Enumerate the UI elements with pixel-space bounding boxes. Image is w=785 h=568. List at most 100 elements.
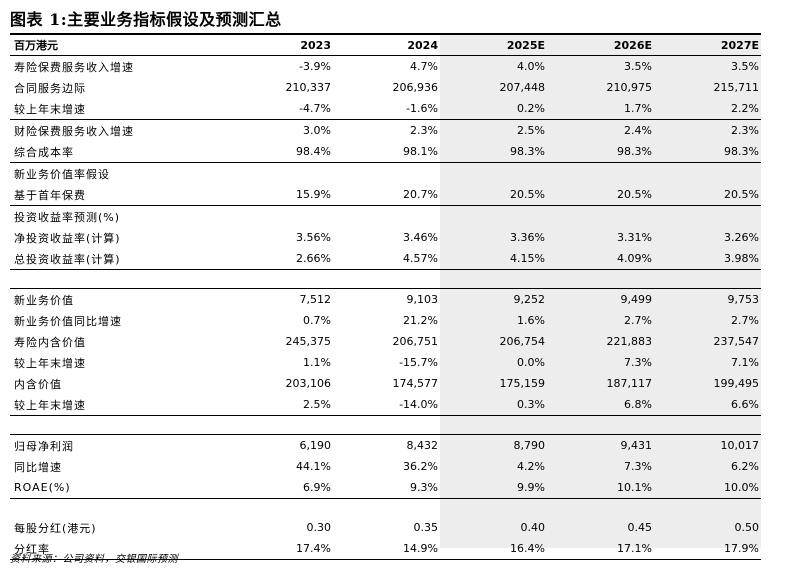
- row-label: 基于首年保费: [14, 188, 86, 202]
- table-cell: 8,790: [440, 434, 547, 456]
- table-cell: 174,577: [392, 377, 439, 390]
- table-cell: 2.5%: [303, 398, 331, 411]
- table-cell: 6.8%: [624, 398, 652, 411]
- table-cell: 3.5%: [624, 60, 652, 73]
- table-cell: 206,936: [392, 81, 439, 94]
- table-cell: [440, 498, 547, 517]
- table-row: 合同服务边际 210,337 206,936 207,448 210,975 215,71…: [10, 77, 761, 98]
- table-cell: 9.9%: [517, 481, 545, 494]
- table-cell: 20.5%: [617, 188, 652, 201]
- table-cell: [547, 162, 654, 184]
- table-cell: 20.7%: [403, 188, 438, 201]
- table-cell: -3.9%: [299, 60, 331, 73]
- table-row: 每股分红(港元) 0.30 0.35 0.40 0.45 0.50: [10, 517, 761, 538]
- table-row: 投资收益率预测(%): [10, 205, 761, 227]
- row-label: 较上年末增速: [14, 356, 86, 370]
- table-cell: 98.4%: [296, 145, 331, 158]
- table-cell: 210,337: [285, 81, 332, 94]
- table-cell: 9,252: [440, 288, 547, 310]
- table-cell: 1.1%: [303, 356, 331, 369]
- row-label: 较上年末增速: [14, 102, 86, 116]
- table-cell: 9,103: [333, 288, 440, 310]
- table-cell: 98.3%: [510, 145, 545, 158]
- row-label: 每股分红(港元): [14, 521, 97, 535]
- table-cell: [333, 415, 440, 435]
- table-row: 较上年末增速 -4.7% -1.6% 0.2% 1.7% 2.2%: [10, 98, 761, 120]
- table-cell: 0.45: [627, 521, 653, 534]
- table-row: 净投资收益率(计算) 3.56% 3.46% 3.36% 3.31% 3.26%: [10, 227, 761, 248]
- table-row: [10, 269, 761, 289]
- table-cell: 1.6%: [517, 314, 545, 327]
- table-cell: 14.9%: [333, 538, 440, 560]
- year-header-2026e: 2026E: [547, 33, 654, 56]
- table-cell: 10,017: [654, 434, 761, 456]
- table-cell: 6,190: [226, 434, 333, 456]
- table-cell: 1.7%: [624, 102, 652, 115]
- metrics-table: 百万港元 2023 2024 2025E 2026E 2027E 寿险保费服务收…: [10, 33, 761, 560]
- table-body: 寿险保费服务收入增速 -3.9% 4.7% 4.0% 3.5% 3.5% 合同服务边际 210…: [10, 56, 761, 560]
- table-cell: 3.26%: [724, 231, 759, 244]
- unit-header: 百万港元: [10, 33, 226, 56]
- table-cell: 7,512: [226, 288, 333, 310]
- table-cell: 0.30: [306, 521, 332, 534]
- table-cell: 2.4%: [547, 119, 654, 141]
- year-header-2027e: 2027E: [654, 33, 761, 56]
- row-label: 合同服务边际: [14, 81, 86, 95]
- row-label: 财险保费服务收入增速: [10, 119, 226, 141]
- table-cell: [333, 162, 440, 184]
- table-cell: 0.50: [734, 521, 760, 534]
- table-row: 寿险内含价值 245,375 206,751 206,754 221,883 237,54…: [10, 331, 761, 352]
- table-cell: 9,753: [654, 288, 761, 310]
- row-label: 内含价值: [14, 377, 62, 391]
- row-label: 新业务价值同比增速: [14, 314, 122, 328]
- table-cell: 206,751: [392, 335, 439, 348]
- table-cell: 207,448: [499, 81, 546, 94]
- table-cell: [226, 162, 333, 184]
- table-cell: [547, 205, 654, 227]
- table-row: [10, 415, 761, 435]
- table-cell: 4.09%: [617, 252, 652, 265]
- table-cell: 3.5%: [731, 60, 759, 73]
- year-header-2025e: 2025E: [440, 33, 547, 56]
- table-cell: 10.0%: [724, 481, 759, 494]
- table-cell: 237,547: [713, 335, 760, 348]
- table-cell: -1.6%: [406, 102, 438, 115]
- table-cell: 20.5%: [724, 188, 759, 201]
- table-cell: 199,495: [713, 377, 760, 390]
- table-row: 综合成本率 98.4% 98.1% 98.3% 98.3% 98.3%: [10, 141, 761, 163]
- table-cell: 98.3%: [724, 145, 759, 158]
- table-cell: 2.66%: [296, 252, 331, 265]
- table-cell: 98.3%: [617, 145, 652, 158]
- table-cell: 175,159: [499, 377, 546, 390]
- table-cell: 7.1%: [731, 356, 759, 369]
- table-cell: 3.31%: [617, 231, 652, 244]
- table-cell: 17.4%: [226, 538, 333, 560]
- table-row: 新业务价值率假设: [10, 162, 761, 184]
- row-label: 投资收益率预测(%): [10, 205, 226, 227]
- table-cell: 3.98%: [724, 252, 759, 265]
- table-cell: 4.0%: [517, 60, 545, 73]
- row-label: 较上年末增速: [14, 398, 86, 412]
- row-label: [10, 415, 226, 435]
- table-cell: 4.57%: [403, 252, 438, 265]
- table-cell: [440, 205, 547, 227]
- table-cell: 2.7%: [731, 314, 759, 327]
- row-label: 净投资收益率(计算): [14, 231, 121, 245]
- table-cell: [226, 415, 333, 435]
- table-cell: 0.7%: [303, 314, 331, 327]
- table-cell: [654, 269, 761, 289]
- table-row: 总投资收益率(计算) 2.66% 4.57% 4.15% 4.09% 3.98%: [10, 248, 761, 270]
- table-cell: [333, 498, 440, 517]
- table-cell: 0.3%: [517, 398, 545, 411]
- table-header-row: 百万港元 2023 2024 2025E 2026E 2027E: [10, 33, 761, 56]
- table-cell: 3.0%: [226, 119, 333, 141]
- table-cell: [333, 269, 440, 289]
- figure-title: 图表 1:主要业务指标假设及预测汇总: [10, 10, 282, 29]
- table-cell: 2.3%: [333, 119, 440, 141]
- table-row: 寿险保费服务收入增速 -3.9% 4.7% 4.0% 3.5% 3.5%: [10, 56, 761, 78]
- row-label: 同比增速: [14, 460, 62, 474]
- table-cell: 21.2%: [403, 314, 438, 327]
- table-cell: 187,117: [606, 377, 653, 390]
- table-cell: 6.9%: [303, 481, 331, 494]
- row-label: 归母净利润: [10, 434, 226, 456]
